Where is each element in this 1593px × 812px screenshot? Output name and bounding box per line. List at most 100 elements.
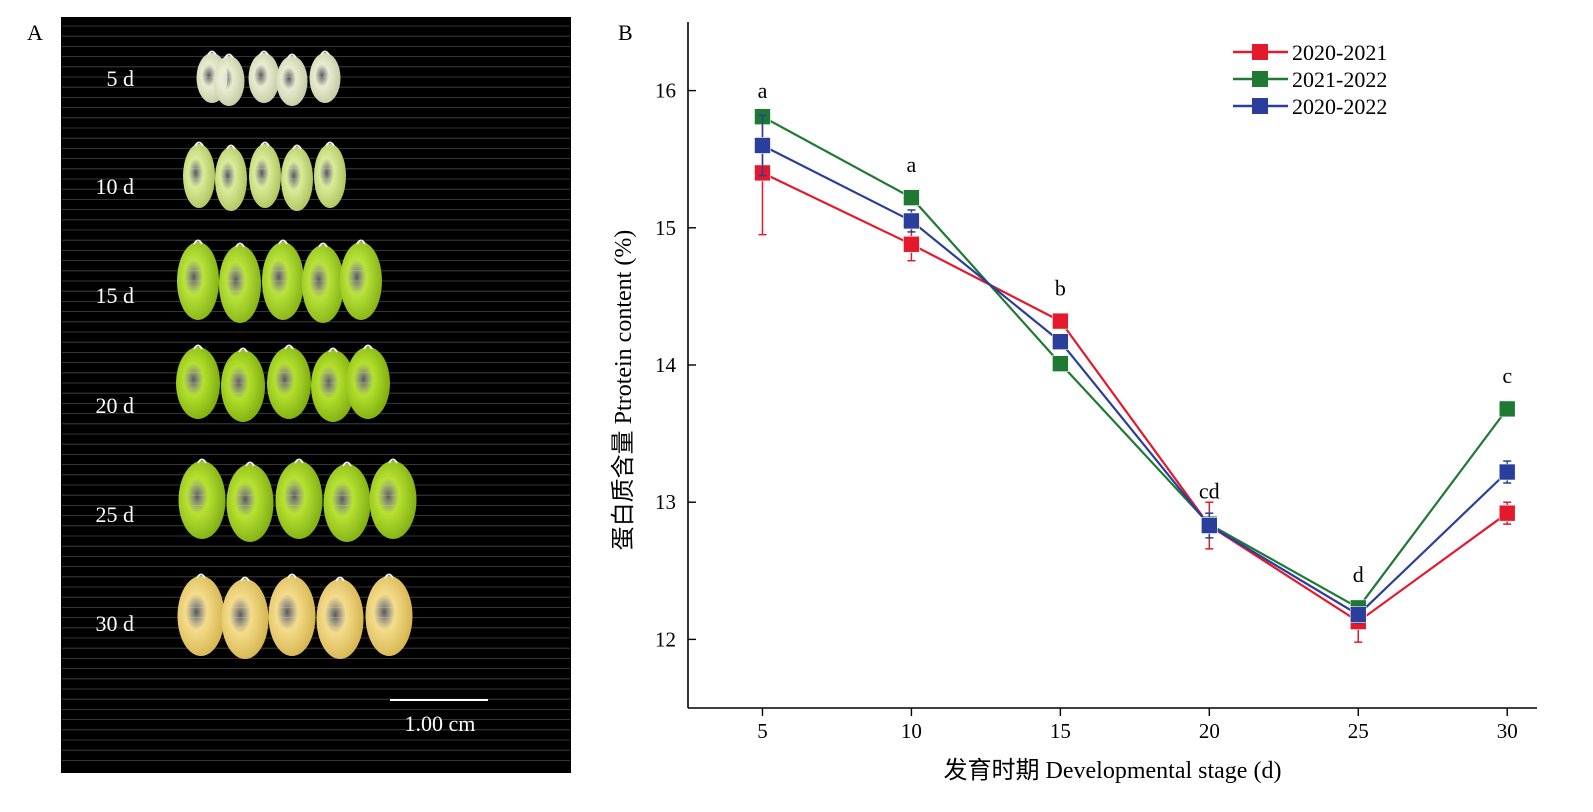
kernel: [316, 579, 364, 659]
legend-marker: [1252, 71, 1268, 87]
panel-a-label: A: [27, 20, 43, 45]
row-label: 25 d: [96, 502, 135, 527]
kernel-tip: [356, 239, 366, 245]
data-point: [1498, 400, 1516, 418]
x-tick-label: 25: [1348, 719, 1369, 743]
kernel-tip: [207, 50, 217, 56]
panel-a: A 5 d 10 d 15 d 20 d 25 d 30 d 1.00 cm: [0, 0, 600, 808]
data-point: [1052, 312, 1069, 330]
data-point: [1052, 333, 1069, 350]
kernel-tip: [320, 50, 330, 56]
x-tick-label: 30: [1497, 719, 1518, 743]
kernel: [215, 147, 247, 211]
kernel-tip: [193, 344, 203, 350]
kernel: [177, 242, 219, 320]
series-0: [754, 110, 1516, 643]
kernel-row: 10 d: [96, 141, 346, 211]
y-tick-label: 12: [655, 627, 676, 651]
kernel-tip: [278, 239, 288, 245]
kernel-tip: [245, 461, 255, 467]
x-tick-label: 5: [757, 719, 768, 743]
panel-b: B 12 13 14 15 16 5 10 15 20 25 30 发育时期 Developmental…: [600, 0, 1593, 808]
scale-bar-label: 1.00 cm: [405, 711, 476, 736]
kernel: [314, 144, 346, 208]
legend-label: 2021-2022: [1292, 67, 1387, 92]
row-label: 10 d: [96, 174, 135, 199]
row-label: 20 d: [96, 393, 135, 418]
kernel-tip: [226, 144, 236, 150]
kernel-tip: [388, 458, 398, 464]
kernel: [176, 347, 220, 419]
row-label: 15 d: [96, 283, 135, 308]
y-tick-label: 16: [655, 79, 676, 103]
stat-letter: a: [758, 78, 768, 103]
kernel-tip: [287, 53, 297, 59]
kernel: [226, 464, 274, 542]
kernel: [369, 461, 417, 539]
kernel: [276, 56, 308, 106]
kernel-tip: [325, 141, 335, 147]
series-line: [762, 144, 1508, 617]
kernel: [177, 576, 225, 656]
kernel-tip: [224, 53, 234, 59]
data-point: [1498, 504, 1516, 522]
x-tick-label: 15: [1050, 719, 1071, 743]
protein-line-chart: B 12 13 14 15 16 5 10 15 20 25 30 发育时期 Developmental…: [610, 20, 1537, 784]
kernel-tip: [287, 573, 297, 579]
legend-marker: [1252, 44, 1268, 60]
row-label: 30 d: [96, 611, 135, 636]
kernel: [281, 147, 313, 211]
kernel: [346, 347, 390, 419]
series-2: [754, 114, 1516, 624]
kernel-tip: [194, 141, 204, 147]
row-label: 5 d: [107, 66, 135, 91]
stat-letter: d: [1353, 562, 1364, 587]
data-point: [1052, 355, 1069, 372]
kernel-tip: [328, 347, 338, 353]
kernel-tip: [240, 576, 250, 582]
data-point: [1349, 606, 1367, 624]
kernel: [219, 245, 261, 323]
y-tick-label: 15: [655, 216, 676, 240]
stat-letter: a: [907, 152, 917, 177]
kernel-tip: [193, 239, 203, 245]
kernel-tip: [384, 573, 394, 579]
kernel-tip: [197, 458, 207, 464]
kernel: [178, 461, 226, 539]
kernel-tip: [292, 144, 302, 150]
kernel: [268, 576, 316, 656]
legend-marker: [1252, 98, 1268, 114]
series-line: [762, 171, 1508, 623]
series-1: [754, 108, 1516, 617]
y-tick-label: 13: [655, 490, 676, 514]
kernel-tip: [335, 576, 345, 582]
data-point: [903, 235, 920, 253]
kernel: [221, 579, 269, 659]
kernel: [249, 144, 281, 208]
kernel: [183, 144, 215, 208]
legend-label: 2020-2021: [1292, 40, 1387, 65]
stat-letter: c: [1502, 363, 1512, 388]
legend-label: 2020-2022: [1292, 94, 1387, 119]
kernel: [221, 350, 265, 422]
kernel-row: 15 d: [96, 239, 382, 323]
x-axis-title: 发育时期 Developmental stage (d): [944, 757, 1282, 784]
data-point: [903, 189, 920, 206]
kernel-tip: [259, 50, 269, 56]
y-tick-label: 14: [655, 353, 677, 377]
kernel-row: 30 d: [96, 573, 413, 659]
kernel-photo-panel: A 5 d 10 d 15 d 20 d 25 d 30 d 1.00 cm: [27, 17, 571, 773]
kernel-tip: [196, 573, 206, 579]
kernel: [267, 347, 311, 419]
kernel: [248, 53, 280, 103]
kernel-tip: [260, 141, 270, 147]
x-tick-label: 20: [1199, 719, 1220, 743]
kernel: [309, 53, 341, 103]
panel-b-label: B: [618, 20, 633, 45]
kernel: [340, 242, 382, 320]
kernel: [262, 242, 304, 320]
kernel-tip: [238, 347, 248, 353]
data-point: [903, 212, 920, 230]
kernel: [365, 576, 413, 656]
